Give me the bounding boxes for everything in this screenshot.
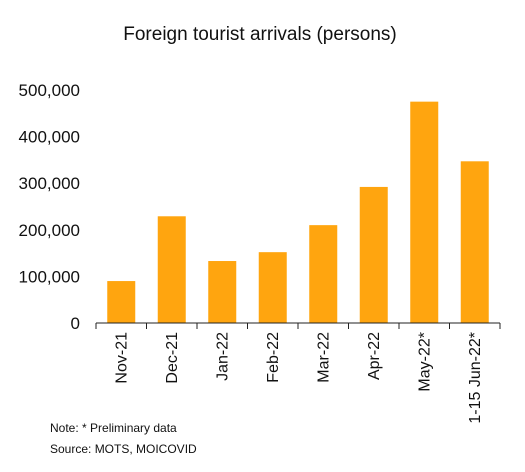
bar	[410, 101, 439, 324]
bars-group	[107, 101, 489, 324]
y-tick-label: 300,000	[19, 174, 80, 193]
x-category-label: 1-15 Jun-22*	[467, 332, 484, 424]
y-axis-tick-labels: 0 100,000 200,000 300,000 400,000 500,000	[19, 81, 80, 333]
bar	[309, 225, 338, 323]
y-tick-label: 400,000	[19, 128, 80, 147]
y-tick-label: 200,000	[19, 221, 80, 240]
chart-title: Foreign tourist arrivals (persons)	[123, 24, 396, 45]
bar	[107, 281, 136, 323]
x-category-label: Feb-22	[265, 332, 282, 383]
bar	[258, 252, 287, 323]
bar	[359, 186, 388, 323]
x-category-label: Apr-22	[366, 332, 383, 380]
y-tick-label: 500,000	[19, 81, 80, 100]
source-note: Source: MOTS, MOICOVID	[50, 442, 197, 456]
x-category-label: Nov-21	[113, 332, 130, 384]
bar	[460, 161, 489, 323]
x-category-label: Mar-22	[315, 332, 332, 383]
x-category-label: May-22*	[416, 332, 433, 392]
x-category-label: Dec-21	[164, 332, 181, 384]
x-axis-category-labels: Nov-21 Dec-21 Jan-22 Feb-22 Mar-22 Apr-22 May-…	[113, 332, 484, 424]
x-axis-ticks	[95, 323, 501, 329]
bar	[208, 261, 237, 323]
y-tick-label: 100,000	[19, 267, 80, 286]
bar	[157, 216, 186, 323]
x-category-label: Jan-22	[214, 332, 231, 381]
preliminary-note: Note: * Preliminary data	[50, 421, 177, 435]
y-tick-label: 0	[71, 314, 80, 333]
